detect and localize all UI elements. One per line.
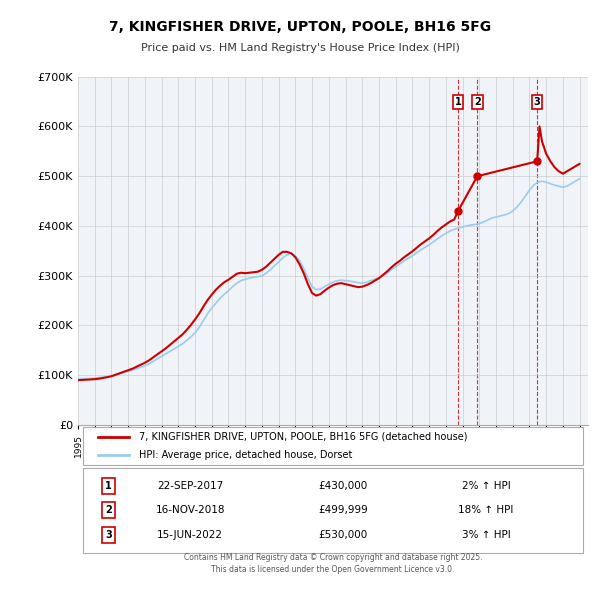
Text: 7, KINGFISHER DRIVE, UPTON, POOLE, BH16 5FG (detached house): 7, KINGFISHER DRIVE, UPTON, POOLE, BH16 … bbox=[139, 432, 468, 442]
Text: 1: 1 bbox=[105, 481, 112, 491]
Text: 2% ↑ HPI: 2% ↑ HPI bbox=[461, 481, 511, 491]
Text: 7, KINGFISHER DRIVE, UPTON, POOLE, BH16 5FG: 7, KINGFISHER DRIVE, UPTON, POOLE, BH16 … bbox=[109, 19, 491, 34]
Text: £499,999: £499,999 bbox=[319, 505, 368, 515]
Text: £430,000: £430,000 bbox=[319, 481, 368, 491]
Text: 2: 2 bbox=[105, 505, 112, 515]
Text: 3: 3 bbox=[105, 530, 112, 540]
Text: 1: 1 bbox=[455, 97, 461, 107]
Text: £530,000: £530,000 bbox=[319, 530, 368, 540]
FancyBboxPatch shape bbox=[83, 428, 583, 465]
Text: 15-JUN-2022: 15-JUN-2022 bbox=[157, 530, 223, 540]
Text: 22-SEP-2017: 22-SEP-2017 bbox=[157, 481, 223, 491]
Text: Contains HM Land Registry data © Crown copyright and database right 2025.
This d: Contains HM Land Registry data © Crown c… bbox=[184, 553, 482, 574]
Text: 3% ↑ HPI: 3% ↑ HPI bbox=[461, 530, 511, 540]
Text: 18% ↑ HPI: 18% ↑ HPI bbox=[458, 505, 514, 515]
Text: 3: 3 bbox=[534, 97, 541, 107]
Text: 2: 2 bbox=[474, 97, 481, 107]
Text: Price paid vs. HM Land Registry's House Price Index (HPI): Price paid vs. HM Land Registry's House … bbox=[140, 44, 460, 53]
Text: 16-NOV-2018: 16-NOV-2018 bbox=[155, 505, 225, 515]
Text: HPI: Average price, detached house, Dorset: HPI: Average price, detached house, Dors… bbox=[139, 450, 353, 460]
FancyBboxPatch shape bbox=[83, 468, 583, 553]
